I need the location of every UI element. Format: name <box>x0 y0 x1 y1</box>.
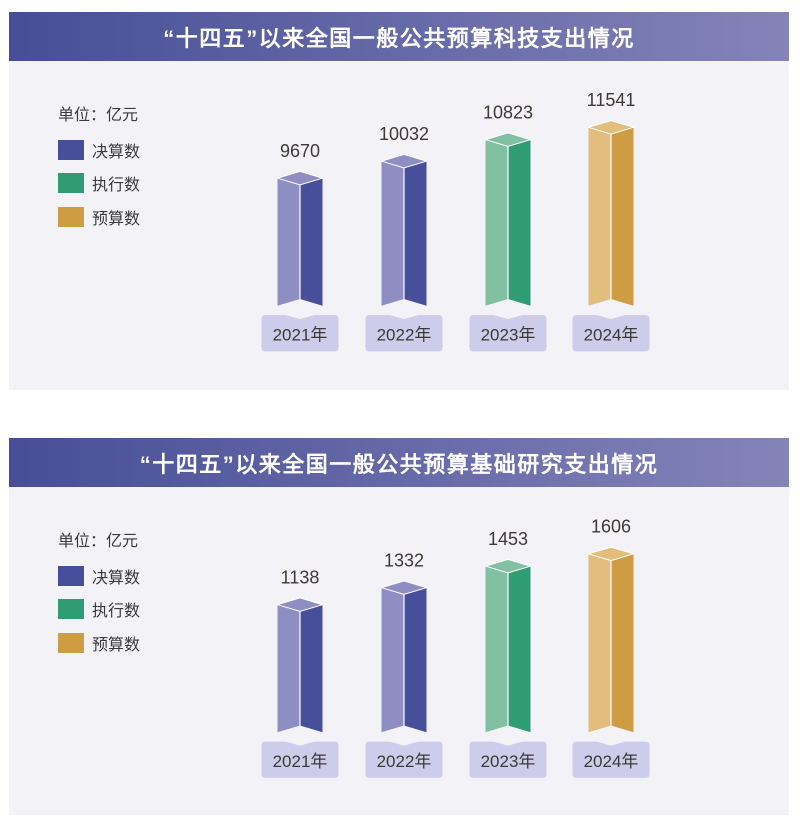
svg-text:9670: 9670 <box>280 141 320 161</box>
svg-text:10823: 10823 <box>483 102 533 122</box>
svg-text:11541: 11541 <box>587 90 636 110</box>
svg-text:2022年: 2022年 <box>377 325 432 344</box>
svg-text:2023年: 2023年 <box>481 752 536 771</box>
svg-text:2023年: 2023年 <box>481 325 536 344</box>
svg-text:2021年: 2021年 <box>273 752 328 771</box>
svg-text:1138: 1138 <box>281 567 320 587</box>
svg-text:2022年: 2022年 <box>377 752 432 771</box>
svg-text:10032: 10032 <box>379 124 429 144</box>
svg-text:1606: 1606 <box>591 517 631 537</box>
svg-text:2024年: 2024年 <box>584 325 639 344</box>
svg-text:1453: 1453 <box>488 529 528 549</box>
svg-text:1332: 1332 <box>384 550 424 570</box>
svg-text:2024年: 2024年 <box>584 752 639 771</box>
svg-text:2021年: 2021年 <box>273 325 328 344</box>
